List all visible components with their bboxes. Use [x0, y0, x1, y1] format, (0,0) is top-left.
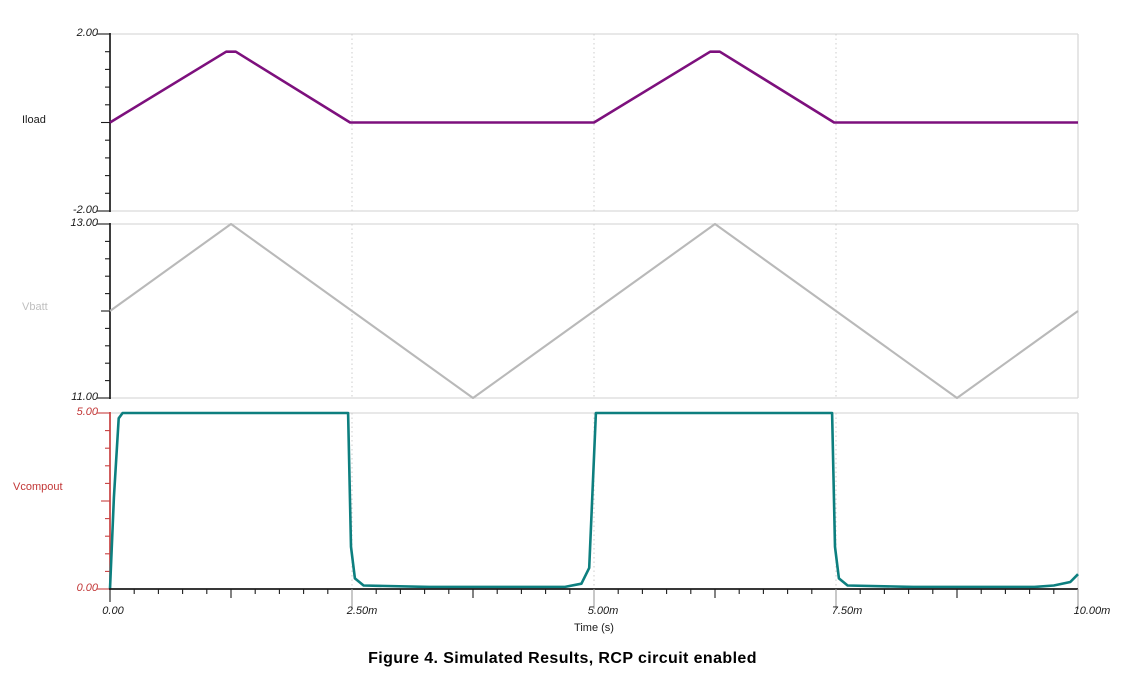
vbatt-ytick-bottom: 11.00 [71, 391, 98, 403]
figure-caption: Figure 4. Simulated Results, RCP circuit… [368, 650, 757, 667]
x-axis-title: Time (s) [574, 622, 614, 634]
iload-ytick-top: 2.00 [76, 27, 98, 39]
vcompout-ytick-top: 5.00 [76, 406, 98, 418]
iload-ytick-bottom: -2.00 [72, 204, 98, 216]
xtick-0ms: 0.00 [102, 605, 124, 617]
xtick-7p5ms: 7.50m [831, 605, 863, 617]
xtick-10ms: 10.00m [1073, 605, 1111, 617]
vbatt-ytick-top: 13.00 [70, 217, 98, 229]
vbatt-axis-label: Vbatt [22, 301, 48, 313]
xtick-5ms: 5.00m [587, 605, 619, 617]
iload-axis-label: Iload [22, 114, 46, 126]
vcompout-ytick-bottom: 0.00 [76, 582, 98, 594]
xtick-2p5ms: 2.50m [346, 605, 378, 617]
vcompout-axis-label: Vcompout [13, 481, 63, 493]
